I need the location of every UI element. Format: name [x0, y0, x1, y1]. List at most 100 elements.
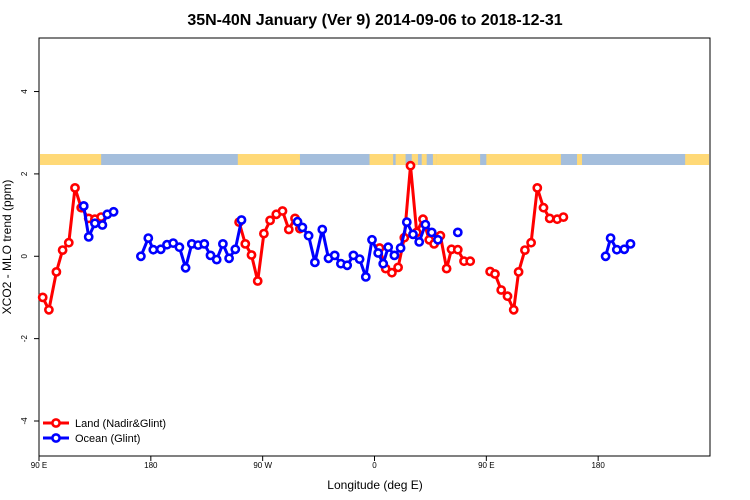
data-point: [502, 291, 513, 302]
data-point: [401, 217, 412, 227]
x-tick-label: 180: [144, 461, 158, 470]
data-point: [378, 258, 389, 269]
data-point: [558, 212, 569, 222]
land-band: [436, 154, 481, 165]
data-point: [180, 262, 191, 273]
x-axis: 90 E 180 90 W 0 90 E 180: [31, 456, 605, 470]
data-point: [386, 267, 397, 278]
legend-label: Ocean (Glint): [75, 433, 140, 445]
land-band: [685, 154, 709, 165]
data-point: [78, 201, 89, 211]
land-band: [411, 154, 418, 165]
data-point: [405, 160, 416, 171]
y-tick-label: -4: [20, 417, 29, 425]
y-axis-label: XCO2 - MLO trend (ppm): [0, 180, 14, 315]
data-point: [605, 233, 616, 243]
data-point: [538, 202, 549, 213]
data-point: [611, 244, 622, 255]
data-point: [329, 250, 340, 261]
data-point: [292, 216, 303, 227]
data-point: [148, 244, 159, 255]
data-point: [513, 266, 524, 277]
data-point: [230, 244, 241, 255]
data-point: [317, 224, 328, 235]
land-band: [395, 154, 406, 165]
data-point: [393, 262, 403, 273]
data-point: [97, 220, 108, 230]
data-point: [205, 250, 216, 261]
land-band: [421, 154, 427, 165]
data-point: [625, 238, 636, 249]
data-point: [452, 244, 463, 255]
land-band: [432, 154, 437, 165]
data-point: [57, 245, 68, 255]
data-point: [354, 254, 365, 264]
data-point: [143, 233, 154, 243]
x-tick-label: 90 E: [478, 461, 494, 470]
data-point: [277, 206, 288, 216]
data-point: [395, 243, 406, 253]
x-tick-label: 90 W: [253, 461, 272, 470]
data-point: [544, 213, 555, 224]
data-point: [265, 215, 275, 226]
legend-label: Land (Nadir&Glint): [75, 418, 166, 430]
data-point: [108, 206, 119, 217]
data-point: [135, 251, 146, 262]
data-point: [155, 244, 166, 255]
data-point: [297, 222, 308, 233]
y-tick-label: 4: [20, 89, 29, 94]
data-point: [508, 304, 519, 315]
chart-title: 35N-40N January (Ver 9) 2014-09-06 to 20…: [187, 12, 562, 29]
data-point: [83, 231, 94, 242]
x-tick-label: 180: [591, 461, 605, 470]
data-point: [199, 238, 210, 249]
data-point: [283, 224, 294, 235]
data-point: [532, 182, 543, 193]
land-band: [577, 154, 583, 165]
data-point: [490, 269, 500, 279]
data-point: [70, 182, 80, 193]
land-ocean-mask: [40, 154, 709, 165]
data-point: [224, 253, 234, 264]
x-axis-label: Longitude (deg E): [327, 478, 422, 492]
data-point: [309, 257, 320, 268]
series-land: [37, 160, 569, 315]
data-point: [246, 250, 257, 260]
data-point: [63, 237, 74, 248]
x-tick-label: 0: [372, 461, 377, 470]
legend-marker: [51, 418, 61, 428]
series-ocean: [78, 201, 636, 282]
series-layer: [37, 160, 636, 315]
data-point: [452, 227, 463, 238]
data-point: [600, 251, 611, 262]
data-point: [37, 292, 48, 303]
y-tick-label: -2: [20, 335, 29, 343]
data-point: [526, 237, 536, 248]
data-point: [211, 254, 222, 265]
data-point: [174, 242, 185, 253]
series-line: [41, 186, 102, 312]
data-point: [426, 227, 437, 238]
data-point: [44, 304, 54, 315]
legend-marker: [51, 433, 61, 443]
data-point: [258, 228, 269, 239]
data-point: [389, 250, 400, 261]
y-axis: -4 -2 0 2 4: [20, 89, 39, 425]
x-tick-label: 90 E: [31, 461, 47, 470]
data-point: [441, 263, 452, 274]
data-point: [236, 215, 247, 225]
data-point: [465, 256, 476, 267]
land-band: [237, 154, 300, 165]
data-point: [252, 276, 263, 286]
land-band: [40, 154, 102, 165]
data-point: [360, 271, 371, 282]
data-point: [496, 285, 507, 295]
data-point: [303, 230, 314, 241]
y-tick-label: 0: [20, 253, 29, 258]
data-point: [240, 238, 251, 249]
data-point: [342, 260, 353, 271]
y-tick-label: 2: [20, 171, 29, 176]
data-point: [51, 266, 62, 277]
data-point: [90, 218, 100, 229]
data-point: [408, 229, 418, 240]
